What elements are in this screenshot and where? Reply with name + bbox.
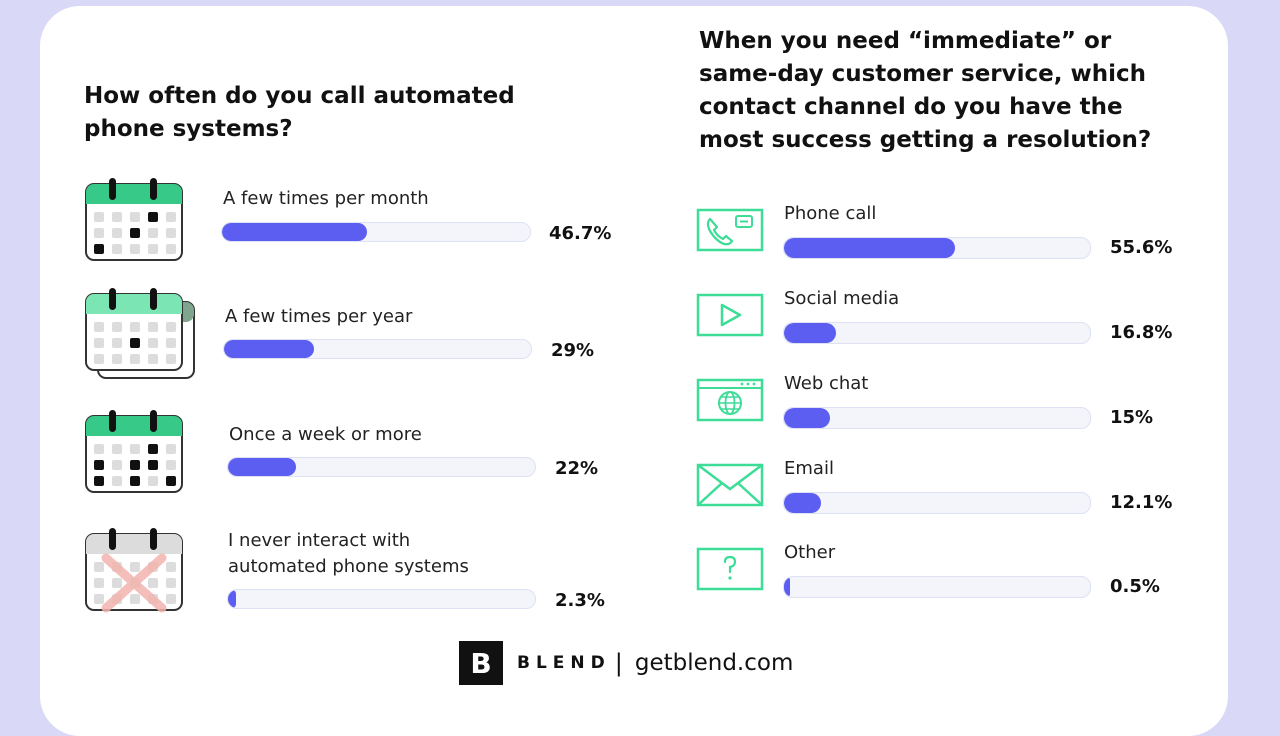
bar xyxy=(784,493,822,513)
bar-track xyxy=(221,222,531,242)
bar-track xyxy=(223,339,532,359)
bar-label-line: I never interact with xyxy=(228,530,411,551)
logo-letter: B xyxy=(470,646,492,680)
bar xyxy=(224,340,314,358)
bar-label-line: A few times per month xyxy=(223,188,429,209)
bar-track xyxy=(227,589,536,609)
value-label: 16.8% xyxy=(1110,322,1173,343)
video-play-icon xyxy=(696,293,764,341)
bar-track xyxy=(783,322,1091,344)
value-label: 2.3% xyxy=(555,590,605,611)
value-label: 22% xyxy=(555,458,599,479)
bar xyxy=(784,408,831,428)
footer-separator: | xyxy=(614,649,623,677)
calendar-crossed-icon xyxy=(84,528,196,624)
infographic-card xyxy=(40,6,1228,736)
blend-logo: B xyxy=(459,641,503,685)
phone-icon xyxy=(696,208,764,256)
bar xyxy=(784,238,956,258)
value-label: 29% xyxy=(551,340,595,361)
footer: B BLEND | getblend.com xyxy=(459,640,793,686)
email-icon xyxy=(696,463,764,511)
bar xyxy=(784,577,790,597)
value-label: 15% xyxy=(1110,407,1154,428)
bar-label: A few times per year xyxy=(225,304,412,330)
bar-label-line: A few times per year xyxy=(225,306,413,327)
bar-label: Other xyxy=(784,542,836,563)
bar-track xyxy=(783,492,1091,514)
bar-label: Web chat xyxy=(784,373,869,394)
bar-label: Email xyxy=(784,458,834,479)
calendar-stack-icon xyxy=(84,288,196,384)
bar-label: I never interact with automated phone sys… xyxy=(228,528,469,580)
brand-name: BLEND xyxy=(517,653,611,673)
bar xyxy=(228,458,296,476)
bar-label: Social media xyxy=(784,288,900,309)
bar-label: Once a week or more xyxy=(229,422,422,448)
right-chart-title: When you need “immediate” or same-day cu… xyxy=(699,28,1152,153)
bar-label: Phone call xyxy=(784,203,877,224)
bar-label: A few times per month xyxy=(223,186,429,212)
bar xyxy=(228,590,236,608)
bar xyxy=(222,223,367,241)
web-chat-icon xyxy=(696,378,764,426)
bar-label-line: Once a week or more xyxy=(229,424,422,445)
value-label: 0.5% xyxy=(1110,576,1160,597)
calendar-icon xyxy=(84,178,196,274)
bar xyxy=(784,323,836,343)
value-label: 46.7% xyxy=(549,223,612,244)
left-chart-title: How often do you call automated phone sy… xyxy=(84,83,515,142)
bar-track xyxy=(783,407,1091,429)
bar-label-line: automated phone systems xyxy=(228,556,469,577)
value-label: 55.6% xyxy=(1110,237,1173,258)
bar-track xyxy=(227,457,536,477)
calendar-weekly-icon xyxy=(84,410,196,506)
value-label: 12.1% xyxy=(1110,492,1173,513)
bar-track xyxy=(783,576,1091,598)
website-link[interactable]: getblend.com xyxy=(634,650,794,676)
bar-track xyxy=(783,237,1091,259)
question-icon xyxy=(696,547,764,595)
